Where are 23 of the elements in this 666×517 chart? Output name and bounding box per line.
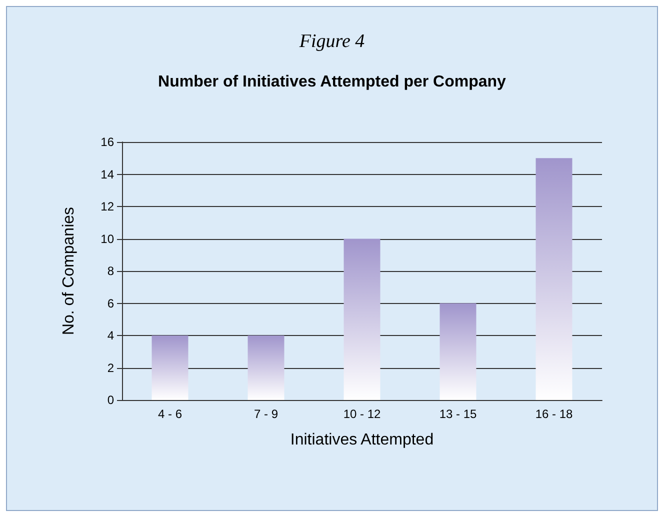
x-axis-title: Initiatives Attempted — [290, 432, 434, 448]
bar — [344, 238, 380, 400]
bar — [152, 336, 188, 400]
x-tick-label: 16 - 18 — [535, 407, 574, 421]
y-tick-label: 2 — [107, 360, 114, 375]
y-tick-label: 14 — [100, 167, 114, 182]
y-tick-label: 12 — [100, 200, 114, 214]
bar — [248, 336, 284, 400]
y-tick-label: 0 — [107, 393, 114, 407]
y-tick-label: 16 — [100, 135, 114, 149]
chart-subtitle: Figure 4 — [298, 31, 366, 52]
x-tick-label: 13 - 15 — [439, 407, 478, 421]
y-tick-label: 8 — [107, 264, 114, 278]
y-tick-label: 10 — [100, 232, 114, 246]
y-tick-label: 6 — [107, 296, 114, 310]
bar — [440, 303, 476, 400]
x-tick-label: 7 - 9 — [254, 407, 278, 421]
y-tick-label: 4 — [107, 328, 114, 342]
bar — [536, 158, 572, 400]
x-tick-label: 10 - 12 — [343, 407, 382, 421]
x-tick-label: 4 - 6 — [158, 407, 182, 421]
chart-title: Number of Initiatives Attempted per Company — [158, 74, 506, 90]
y-axis-title: No. of Companies — [60, 206, 78, 336]
